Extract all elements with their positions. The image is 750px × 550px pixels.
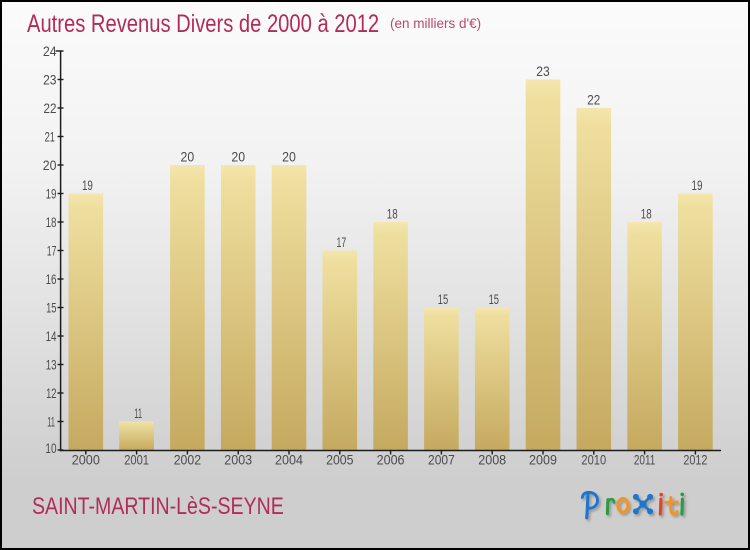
svg-text:17: 17: [337, 234, 347, 250]
svg-text:18: 18: [641, 206, 652, 222]
svg-text:2009: 2009: [529, 452, 557, 468]
svg-text:21: 21: [45, 129, 56, 145]
svg-text:22: 22: [44, 100, 57, 116]
svg-text:23: 23: [536, 63, 550, 79]
svg-text:20: 20: [181, 149, 195, 165]
svg-text:10: 10: [45, 440, 56, 456]
svg-text:2010: 2010: [581, 452, 606, 468]
svg-text:2000: 2000: [72, 452, 100, 468]
svg-text:2004: 2004: [275, 452, 303, 468]
svg-text:20: 20: [43, 157, 57, 173]
svg-text:2005: 2005: [326, 452, 354, 468]
svg-text:13: 13: [46, 357, 57, 373]
svg-text:2008: 2008: [478, 452, 506, 468]
svg-text:2006: 2006: [377, 452, 405, 468]
svg-text:2002: 2002: [174, 452, 202, 468]
svg-text:14: 14: [46, 328, 57, 344]
svg-text:2003: 2003: [224, 452, 252, 468]
svg-text:15: 15: [46, 300, 57, 316]
svg-text:2011: 2011: [634, 452, 656, 468]
svg-text:15: 15: [489, 291, 500, 307]
svg-text:2012: 2012: [683, 452, 707, 468]
svg-text:19: 19: [82, 177, 93, 193]
svg-text:22: 22: [587, 92, 600, 108]
svg-text:20: 20: [231, 149, 245, 165]
svg-text:18: 18: [46, 214, 57, 230]
svg-text:2007: 2007: [428, 452, 455, 468]
svg-text:2001: 2001: [124, 452, 149, 468]
svg-text:11: 11: [47, 414, 55, 430]
svg-text:17: 17: [47, 243, 57, 259]
svg-text:16: 16: [46, 271, 57, 287]
svg-text:18: 18: [387, 206, 398, 222]
svg-text:24: 24: [43, 43, 57, 59]
svg-text:12: 12: [46, 385, 57, 401]
svg-text:19: 19: [46, 186, 57, 202]
svg-text:23: 23: [43, 72, 57, 88]
svg-text:20: 20: [282, 149, 296, 165]
svg-text:19: 19: [692, 177, 703, 193]
svg-text:11: 11: [134, 405, 142, 421]
svg-text:15: 15: [438, 291, 449, 307]
